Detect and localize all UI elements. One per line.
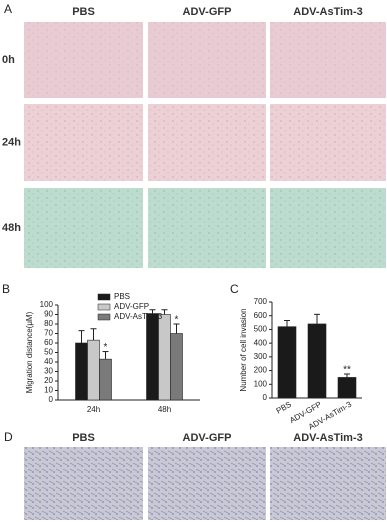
panel-label: C bbox=[230, 282, 239, 296]
bar bbox=[75, 342, 88, 401]
micrograph-texture bbox=[148, 22, 266, 98]
significance-label: * bbox=[175, 315, 179, 326]
y-tick-label: 20 bbox=[44, 376, 53, 385]
y-tick-label: 10 bbox=[44, 386, 53, 395]
micrograph-texture bbox=[24, 104, 143, 181]
legend-label: ADV-GFP bbox=[114, 302, 149, 311]
y-tick-label: 70 bbox=[44, 329, 53, 338]
bar bbox=[337, 377, 357, 399]
x-tick-label: PBS bbox=[275, 400, 293, 416]
row-label: 48h bbox=[2, 222, 21, 234]
bar bbox=[99, 358, 112, 401]
panel-label: A bbox=[4, 2, 12, 16]
bar bbox=[170, 333, 183, 401]
micrograph-texture bbox=[148, 447, 266, 520]
x-tick-label: 48h bbox=[158, 405, 171, 414]
column-header: ADV-GFP bbox=[183, 432, 232, 444]
y-tick-label: 0 bbox=[263, 393, 268, 402]
micrograph-texture bbox=[270, 104, 386, 181]
bar bbox=[87, 339, 100, 401]
legend-swatch bbox=[97, 313, 111, 321]
significance-label: ** bbox=[343, 365, 351, 376]
legend-swatch bbox=[97, 303, 111, 311]
y-tick-label: 100 bbox=[254, 379, 268, 388]
column-header: PBS bbox=[72, 6, 95, 18]
y-tick-label: 100 bbox=[40, 300, 54, 309]
micrograph-texture bbox=[24, 22, 143, 98]
column-header: ADV-AsTim-3 bbox=[293, 6, 362, 18]
y-tick-label: 60 bbox=[44, 338, 53, 347]
y-axis-label: Migration distance(μM) bbox=[25, 311, 34, 393]
y-tick-label: 90 bbox=[44, 310, 53, 319]
y-tick-label: 0 bbox=[49, 395, 54, 404]
y-tick-label: 700 bbox=[254, 297, 268, 306]
micrograph-texture bbox=[270, 188, 386, 268]
y-tick-label: 50 bbox=[44, 348, 53, 357]
column-header: ADV-GFP bbox=[183, 6, 232, 18]
micrograph-texture bbox=[148, 188, 266, 268]
y-tick-label: 300 bbox=[254, 352, 268, 361]
legend-label: ADV-AsTim-3 bbox=[114, 312, 163, 321]
micrograph-texture bbox=[24, 447, 143, 520]
micrograph-texture bbox=[270, 22, 386, 98]
micrograph-texture bbox=[24, 188, 143, 268]
panel-label: B bbox=[2, 282, 10, 296]
legend-swatch bbox=[97, 293, 111, 301]
y-tick-label: 500 bbox=[254, 325, 268, 334]
significance-label: * bbox=[104, 342, 108, 353]
y-tick-label: 600 bbox=[254, 311, 268, 320]
y-tick-label: 400 bbox=[254, 338, 268, 347]
x-tick-label: 24h bbox=[87, 405, 100, 414]
row-label: 24h bbox=[2, 136, 21, 148]
bar bbox=[146, 313, 159, 401]
bar bbox=[307, 323, 327, 399]
y-axis-label: Number of cell invasion bbox=[239, 308, 248, 391]
column-header: ADV-AsTim-3 bbox=[293, 432, 362, 444]
legend-label: PBS bbox=[114, 292, 130, 301]
y-tick-label: 40 bbox=[44, 357, 53, 366]
panel-label: D bbox=[4, 430, 13, 444]
y-tick-label: 200 bbox=[254, 366, 268, 375]
bar bbox=[277, 326, 297, 399]
row-label: 0h bbox=[2, 54, 15, 66]
micrograph-texture bbox=[270, 447, 386, 520]
y-tick-label: 30 bbox=[44, 367, 53, 376]
micrograph-texture bbox=[148, 104, 266, 181]
y-tick-label: 80 bbox=[44, 319, 53, 328]
column-header: PBS bbox=[72, 432, 95, 444]
bar bbox=[158, 314, 171, 401]
